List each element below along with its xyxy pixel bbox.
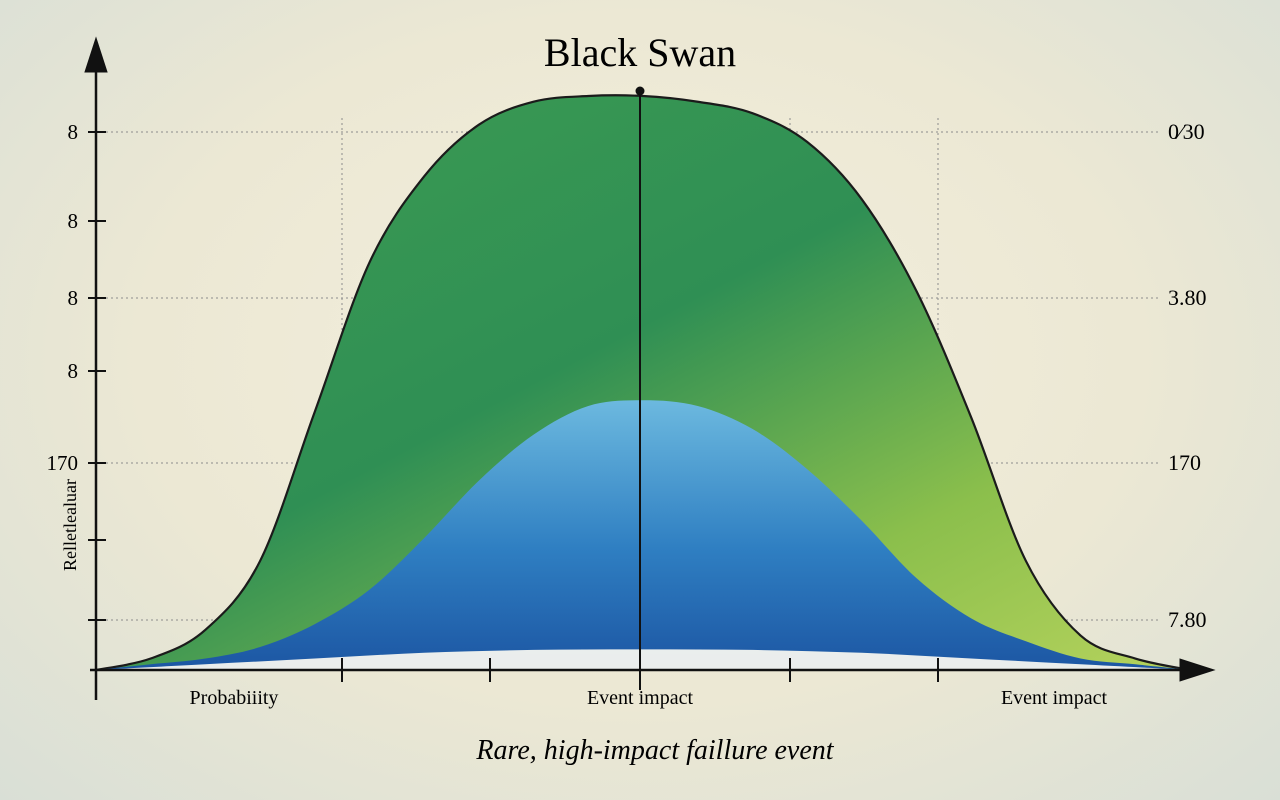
area-inner-blue (96, 400, 1190, 670)
y-axis-arrow (84, 36, 108, 73)
y-left-tick-label: 8 (68, 286, 79, 310)
area-outer-green (96, 95, 1190, 671)
tick-layer (88, 131, 939, 682)
x-tick-label: Event impact (587, 687, 694, 709)
area-layer (95, 94, 1191, 672)
label-layer: 8 8 8 8 170 0⁄30 3.80 170 7.80 Probabiiity Event i… (47, 119, 1207, 709)
y-left-tick-label: 8 (68, 209, 79, 233)
chart-caption: Rare, high-impact faillure event (475, 735, 834, 766)
y-right-tick-label: 170 (1168, 450, 1201, 475)
chart-title: Black Swan (544, 30, 736, 75)
y-axis-label: Relletlealuar (60, 479, 80, 571)
peak-dot (635, 86, 645, 96)
x-tick-label: Event impact (1001, 687, 1108, 709)
y-right-tick-label: 3.80 (1168, 285, 1207, 310)
area-baseline-white (96, 649, 1190, 670)
y-right-tick-label: 7.80 (1168, 607, 1207, 632)
y-left-tick-label: 8 (68, 120, 79, 144)
y-right-tick-label: 0⁄30 (1168, 119, 1205, 144)
y-left-tick-label: 170 (47, 451, 79, 475)
x-tick-label: Probabiiity (190, 687, 279, 709)
x-axis-arrow (1179, 658, 1216, 682)
curve-outline-outer-green (95, 94, 1191, 672)
y-left-tick-label: 8 (68, 359, 79, 383)
